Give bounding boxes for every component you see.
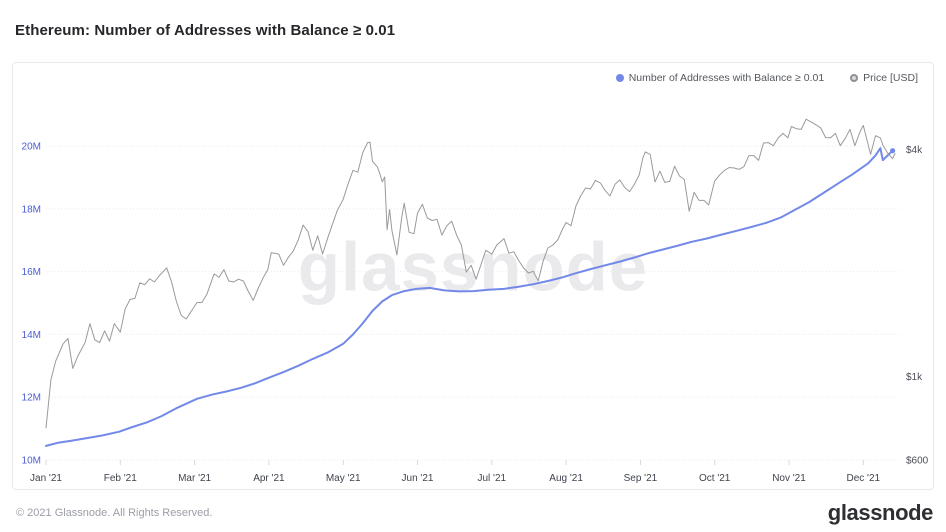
glassnode-logo: glassnode [827,500,934,525]
legend-item-addresses[interactable]: Number of Addresses with Balance ≥ 0.01 [615,72,825,84]
chart-legend: Number of Addresses with Balance ≥ 0.01 … [615,72,918,84]
y-axis-right-tick: $1k [906,372,923,383]
chart-card: Number of Addresses with Balance ≥ 0.01 … [12,62,934,490]
y-axis-left-tick: 10M [22,456,41,467]
x-axis-tick-label: Mar '21 [178,473,211,484]
x-axis-tick-label: Aug '21 [549,473,583,484]
x-axis-tick-label: Dec '21 [847,473,881,484]
y-axis-left-tick: 16M [22,267,41,278]
legend-label: Number of Addresses with Balance ≥ 0.01 [628,72,825,84]
x-axis-tick-label: Jul '21 [478,473,507,484]
legend-label: Price [USD] [863,72,918,84]
page-title: Ethereum: Number of Addresses with Balan… [15,22,396,39]
y-axis-left-tick: 12M [22,393,41,404]
x-axis-tick-label: Oct '21 [699,473,731,484]
legend-dot-icon [615,74,624,82]
x-axis-tick-label: Apr '21 [253,473,285,484]
footer-copyright: © 2021 Glassnode. All Rights Reserved. [16,507,213,519]
x-axis-tick-label: Nov '21 [772,473,806,484]
y-axis-right-tick: $4k [906,145,923,156]
y-axis-left-tick: 18M [22,204,41,215]
legend-item-price[interactable]: Price [USD] [850,72,918,84]
x-axis-tick-label: May '21 [326,473,361,484]
legend-donut-icon [850,74,859,82]
y-axis-right-tick: $600 [906,456,929,467]
chart-canvas[interactable]: 10M 12M 14M 16M 18M 20M $600 $1k $4k Jan '21 Feb '… [13,63,935,491]
x-axis-tick-label: Jun '21 [402,473,434,484]
y-axis-left-tick: 20M [22,142,41,153]
x-axis-tick-label: Jan '21 [30,473,62,484]
addresses-line-series [45,147,894,447]
x-axis-tick-label: Sep '21 [624,473,658,484]
price-line-series [45,118,896,429]
last-value-marker [889,148,896,154]
y-axis-left-tick: 14M [22,330,41,341]
x-axis-tick-label: Feb '21 [104,473,137,484]
